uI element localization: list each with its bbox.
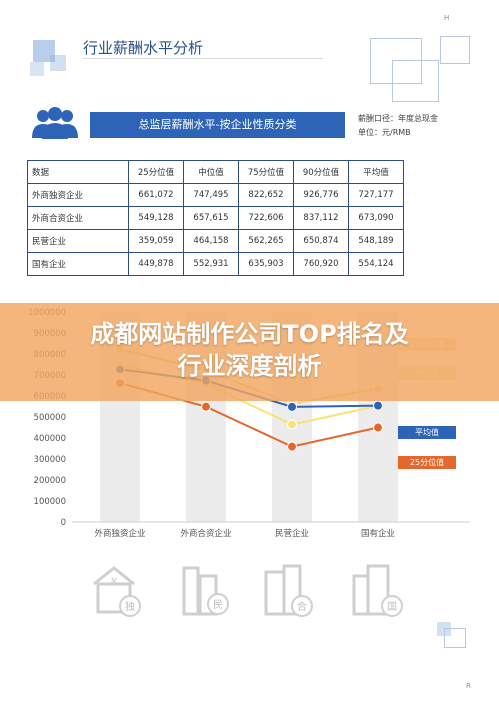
banner-meta: 薪酬口径：年度总现金 单位：元/RMB <box>358 112 438 140</box>
svg-text:¥: ¥ <box>111 576 117 587</box>
data-point <box>373 422 383 433</box>
legend-item: 平均值 <box>398 426 456 439</box>
row-label: 民营企业 <box>27 229 129 253</box>
icon-char: 国 <box>387 601 397 613</box>
y-tick-label: 100000 <box>34 497 66 507</box>
data-point <box>287 401 297 412</box>
table-header: 数据 <box>27 160 129 184</box>
table-header: 25分位值 <box>128 160 184 184</box>
y-tick-label: 0 <box>61 518 66 528</box>
people-icon <box>32 107 78 139</box>
overlay-title: 成都网站制作公司TOP排名及 行业深度剖析 <box>0 318 499 382</box>
y-tick-label: 400000 <box>34 434 66 444</box>
section-title: 行业薪酬水平分析 <box>83 39 204 57</box>
corner-label-bottom: R <box>466 682 471 690</box>
table-header: 平均值 <box>348 160 404 184</box>
decor-outline <box>392 60 439 102</box>
table-header: 中位值 <box>183 160 239 184</box>
table-cell: 464,158 <box>183 229 239 253</box>
table-cell: 727,177 <box>348 183 404 207</box>
icon-char: 民 <box>213 599 223 611</box>
table-header: 75分位值 <box>238 160 294 184</box>
row-label: 外商独资企业 <box>27 183 129 207</box>
table-row: 民营企业 359,059 464,158 562,265 650,874 548… <box>27 229 404 253</box>
table-cell: 926,776 <box>293 183 349 207</box>
decor-outline <box>440 36 470 64</box>
table-row: 外商合资企业 549,128 657,615 722,606 837,112 6… <box>27 206 404 230</box>
table-cell: 549,128 <box>128 206 184 230</box>
icon-char: 合 <box>297 600 307 613</box>
legend-item: 25分位值 <box>398 456 456 469</box>
data-point <box>287 441 297 452</box>
table-cell: 760,920 <box>293 252 349 276</box>
decor-square <box>33 40 55 62</box>
x-tick-label: 国有企业 <box>361 528 395 539</box>
salary-table: 数据 25分位值 中位值 75分位值 90分位值 平均值 外商独资企业 661,… <box>27 160 404 276</box>
data-point <box>201 401 211 412</box>
table-row: 国有企业 449,878 552,931 635,903 760,920 554… <box>27 252 404 276</box>
decor-outline <box>370 38 422 84</box>
row-label: 外商合资企业 <box>27 206 129 230</box>
table-cell: 661,072 <box>128 183 184 207</box>
table-cell: 635,903 <box>238 252 294 276</box>
table-cell: 837,112 <box>293 206 349 230</box>
joint-venture-building-icon: 合 <box>264 564 313 617</box>
foreign-owned-building-icon: ¥ 独 <box>93 566 141 617</box>
table-cell: 449,878 <box>128 252 184 276</box>
table-cell: 554,124 <box>348 252 404 276</box>
state-owned-building-icon: 国 <box>352 564 403 617</box>
overlay-title-line1: 成都网站制作公司TOP排名及 <box>90 320 409 348</box>
private-building-icon: 民 <box>182 566 229 616</box>
table-cell: 552,931 <box>183 252 239 276</box>
y-tick-label: 300000 <box>34 455 66 465</box>
overlay-title-line2: 行业深度剖析 <box>177 352 322 380</box>
table-header-row: 数据 25分位值 中位值 75分位值 90分位值 平均值 <box>27 160 404 184</box>
table-header: 90分位值 <box>293 160 349 184</box>
table-cell: 747,495 <box>183 183 239 207</box>
corner-label-top: H <box>444 14 450 22</box>
x-tick-label: 外商独资企业 <box>94 528 145 539</box>
y-tick-label: 500000 <box>34 413 66 423</box>
table-cell: 822,652 <box>238 183 294 207</box>
table-cell: 650,874 <box>293 229 349 253</box>
row-label: 国有企业 <box>27 252 129 276</box>
icon-char: 独 <box>125 600 135 613</box>
data-point <box>373 400 383 411</box>
title-rule <box>83 58 323 59</box>
table-cell: 657,615 <box>183 206 239 230</box>
x-tick-label: 外商合资企业 <box>180 528 231 539</box>
table-cell: 673,090 <box>348 206 404 230</box>
table-cell: 548,189 <box>348 229 404 253</box>
decor-outline <box>444 628 466 648</box>
data-point <box>287 419 297 430</box>
overlay-banner <box>0 303 499 401</box>
table-cell: 359,059 <box>128 229 184 253</box>
meta-unit: 单位：元/RMB <box>358 128 411 137</box>
table-row: 外商独资企业 661,072 747,495 822,652 926,776 7… <box>27 183 404 207</box>
table-cell: 562,265 <box>238 229 294 253</box>
y-tick-label: 200000 <box>34 476 66 486</box>
x-tick-label: 民营企业 <box>275 528 309 539</box>
banner-title: 总监层薪酬水平-按企业性质分类 <box>90 112 345 138</box>
decor-square <box>50 55 66 71</box>
decor-square <box>30 62 44 76</box>
table-cell: 722,606 <box>238 206 294 230</box>
meta-caliber: 薪酬口径：年度总现金 <box>358 114 438 123</box>
